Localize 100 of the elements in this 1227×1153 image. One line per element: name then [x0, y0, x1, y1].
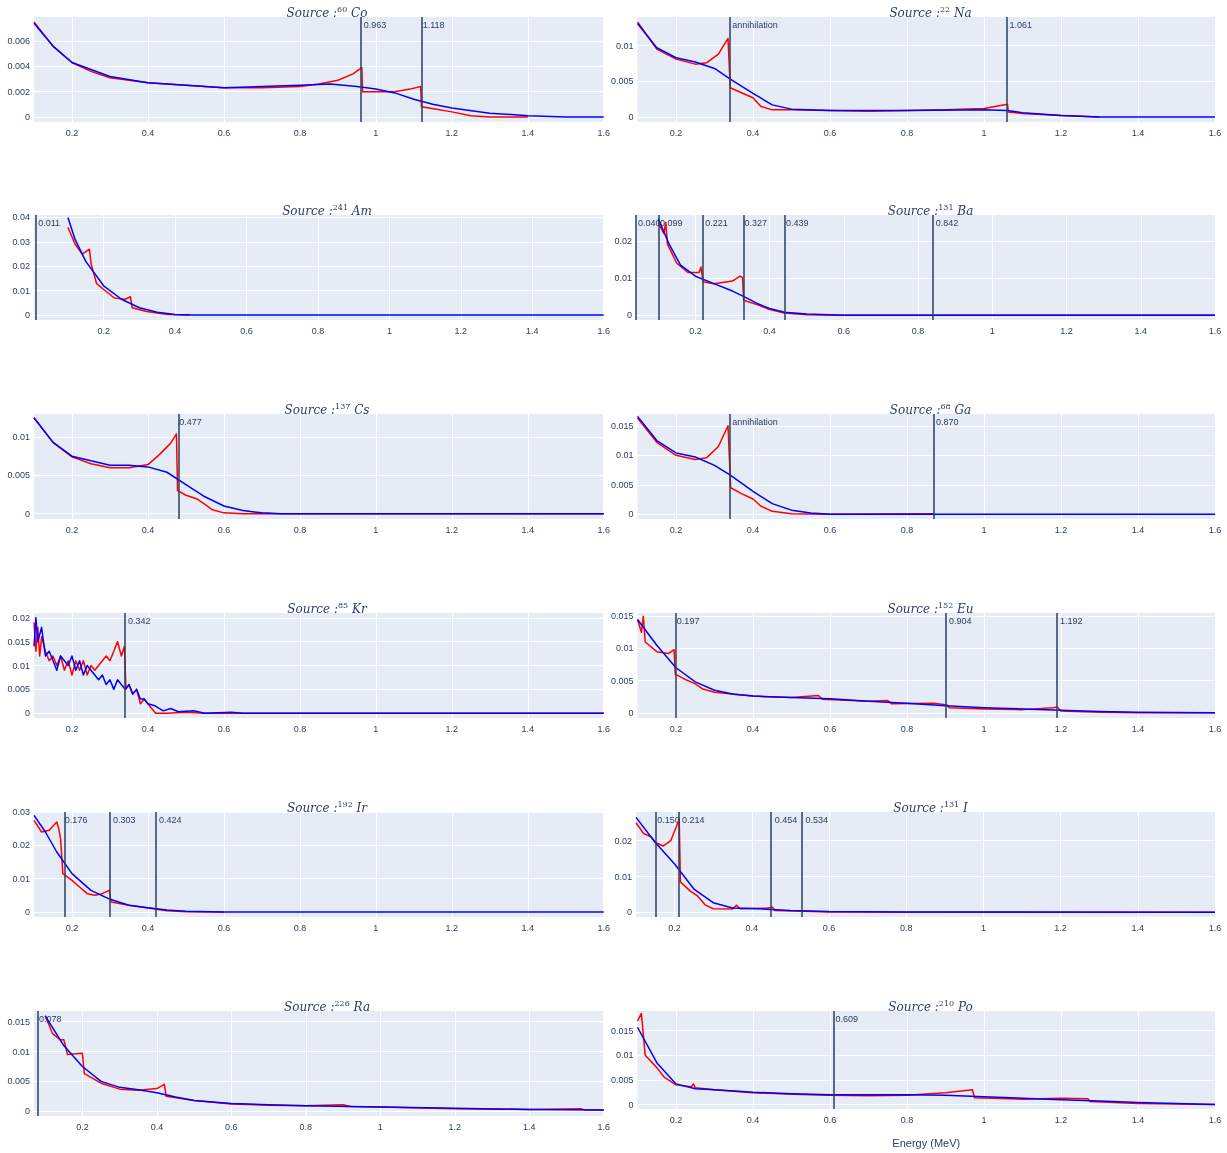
x-tick-label: 0.8 — [911, 325, 925, 336]
x-tick-label: 0.2 — [65, 524, 79, 535]
x-tick-label: 0.4 — [141, 723, 155, 734]
x-tick-label: 0.6 — [240, 325, 253, 336]
y-tick-label: 0.01 — [12, 431, 30, 442]
y-tick-label: 0.01 — [615, 643, 634, 654]
x-tick-label: 0.4 — [141, 127, 155, 138]
x-tick-label: 0.6 — [225, 1121, 238, 1132]
y-tick-label: 0 — [24, 508, 30, 519]
y-tick-label: 0.002 — [7, 86, 30, 97]
x-tick-label: 1.6 — [597, 127, 610, 138]
x-tick-label: 0.6 — [823, 127, 837, 138]
x-tick-label: 1.6 — [597, 922, 610, 933]
ref-line-label: annihilation — [732, 19, 778, 30]
y-tick-label: 0.015 — [7, 636, 30, 647]
x-tick-label: 0.2 — [669, 723, 683, 734]
x-tick-label: 0.4 — [746, 1114, 760, 1125]
y-tick-label: 0 — [24, 708, 30, 719]
y-tick-label: 0 — [626, 310, 632, 321]
y-tick-label: 0 — [628, 112, 634, 122]
x-tick-label: 0.6 — [217, 723, 231, 734]
y-tick-label: 0.02 — [614, 835, 632, 846]
x-tick-label: 1.4 — [523, 1121, 536, 1132]
ref-line-label: 0.842 — [935, 217, 959, 228]
x-tick-label: 0.2 — [65, 922, 79, 933]
ref-line-label: 0.870 — [935, 416, 959, 427]
x-tick-label: 0.8 — [900, 524, 914, 535]
x-tick-label: 1.4 — [521, 524, 535, 535]
x-tick-label: 0.8 — [293, 922, 307, 933]
ref-line-label: 0.221 — [705, 217, 728, 228]
y-tick-label: 0.005 — [7, 1076, 30, 1087]
x-tick-label: 1 — [373, 127, 379, 138]
y-tick-label: 0.01 — [614, 871, 632, 882]
ref-line-label: 0.197 — [676, 615, 700, 626]
x-tick-label: 1 — [981, 524, 987, 535]
x-tick-label: 1 — [981, 1114, 987, 1125]
x-tick-label: 0.2 — [65, 723, 79, 734]
x-tick-label: 0.8 — [293, 524, 307, 535]
x-tick-label: 1.4 — [1131, 922, 1145, 933]
x-tick-label: 1.4 — [1134, 325, 1148, 336]
x-tick-label: 0.4 — [168, 325, 182, 336]
y-tick-label: 0 — [24, 111, 30, 122]
x-tick-label: 1.2 — [448, 1121, 462, 1132]
x-tick-label: 0.4 — [763, 325, 776, 336]
x-tick-label: 1 — [373, 723, 379, 734]
x-tick-label: 0.6 — [837, 325, 851, 336]
ref-line-label: 0.327 — [744, 217, 768, 228]
x-tick-label: 1.2 — [1054, 922, 1067, 933]
x-tick-label: 1.4 — [1131, 524, 1145, 535]
y-tick-label: 0.02 — [12, 840, 30, 851]
x-tick-label: 1 — [981, 127, 987, 138]
x-tick-label: 0.6 — [217, 127, 231, 138]
x-tick-label: 1.6 — [1208, 127, 1222, 138]
x-tick-label: 1.6 — [597, 325, 610, 336]
x-tick-label: 1.4 — [521, 723, 535, 734]
x-tick-label: 0.2 — [669, 1114, 683, 1125]
ref-line-label: 0.424 — [159, 814, 182, 825]
y-tick-label: 0.04 — [12, 212, 30, 223]
x-tick-label: 1.4 — [1131, 127, 1145, 138]
x-tick-label: 0.2 — [668, 922, 681, 933]
x-tick-label: 1 — [981, 723, 987, 734]
x-tick-label: 1.6 — [1208, 922, 1222, 933]
y-tick-label: 0.01 — [12, 285, 30, 296]
x-tick-label: 0.4 — [746, 127, 760, 138]
x-tick-label: 0.8 — [311, 325, 325, 336]
ref-line-label: 1.061 — [1009, 19, 1033, 30]
ref-line-label: 0.439 — [786, 217, 809, 228]
y-tick-label: 0.03 — [12, 807, 30, 817]
x-tick-label: 1.2 — [454, 325, 468, 336]
x-tick-label: 1.6 — [1208, 524, 1222, 535]
x-tick-label: 0.6 — [823, 524, 837, 535]
x-tick-label: 1.6 — [597, 524, 610, 535]
x-tick-label: 1.2 — [1054, 524, 1068, 535]
y-tick-label: 0.01 — [614, 273, 632, 284]
y-tick-label: 0.005 — [610, 76, 634, 87]
ref-line-label: 0.214 — [682, 814, 705, 825]
x-tick-label: 0.4 — [746, 524, 760, 535]
x-tick-label: 0.6 — [822, 922, 836, 933]
x-tick-label: 0.6 — [217, 524, 231, 535]
x-tick-label: 0.4 — [141, 922, 155, 933]
y-tick-label: 0 — [24, 1106, 30, 1117]
y-tick-label: 0.02 — [614, 235, 632, 246]
x-tick-label: 0.8 — [900, 1114, 914, 1125]
y-tick-label: 0.01 — [12, 660, 30, 671]
x-tick-label: 0.8 — [293, 127, 307, 138]
y-tick-label: 0 — [626, 907, 632, 918]
x-tick-label: 0.6 — [823, 723, 837, 734]
x-axis-title: Energy (MeV) — [892, 1136, 961, 1149]
y-tick-label: 0.01 — [615, 450, 634, 461]
y-tick-label: 0 — [24, 310, 30, 321]
x-tick-label: 1.2 — [1054, 127, 1068, 138]
x-tick-label: 0.2 — [669, 524, 683, 535]
ref-line-label: 0.454 — [774, 814, 798, 825]
y-tick-label: 0.01 — [615, 1050, 634, 1061]
x-tick-label: 1.2 — [445, 127, 459, 138]
ref-line-label: 0.609 — [835, 1013, 859, 1024]
x-tick-label: 0.4 — [150, 1121, 164, 1132]
x-tick-label: 1.6 — [1208, 1114, 1222, 1125]
x-tick-label: 0.2 — [669, 127, 683, 138]
ref-line-label: annihilation — [732, 416, 778, 427]
